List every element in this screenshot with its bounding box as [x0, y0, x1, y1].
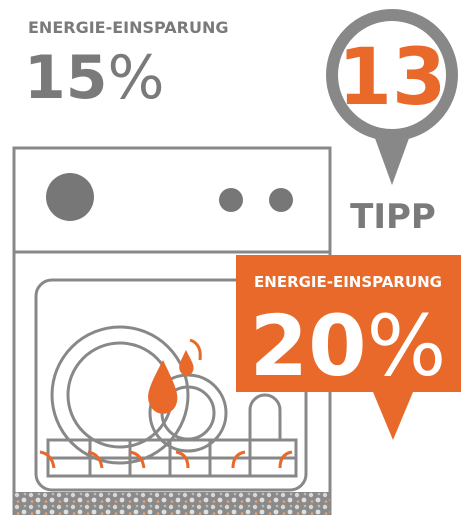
- savings-unit: %: [108, 43, 165, 113]
- savings-value: 15%: [24, 43, 165, 113]
- tip-number: 13: [338, 33, 447, 123]
- savings-label: ENERGIE-EINSPARUNG: [28, 18, 229, 37]
- callout-value: 20%: [250, 297, 447, 395]
- infographic: ENERGIE-EINSPARUNG 15%: [0, 0, 461, 515]
- savings-number: 15: [24, 43, 108, 113]
- callout-number: 20: [250, 297, 367, 395]
- callout-unit: %: [367, 297, 447, 395]
- callout-label: ENERGIE-EINSPARUNG: [254, 273, 442, 291]
- tip-label: TIPP: [350, 197, 436, 237]
